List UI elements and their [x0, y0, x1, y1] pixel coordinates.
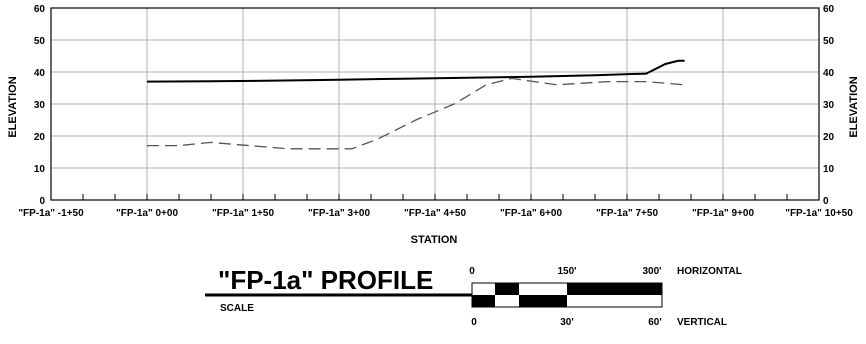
x-tick-label: "FP-1a" -1+50	[18, 208, 84, 219]
x-tick-label: "FP-1a" 3+00	[308, 208, 370, 219]
vertical-scale-mid: 30'	[560, 317, 574, 328]
title-block: "FP-1a" PROFILE SCALE 0 150' 300' HORIZO…	[205, 265, 742, 328]
x-tick-label: "FP-1a" 9+00	[692, 208, 754, 219]
y-tick-label-right: 0	[823, 196, 829, 207]
grid-layer	[50, 7, 820, 201]
y-tick-label-right: 20	[823, 132, 835, 143]
x-tick-label: "FP-1a" 4+50	[404, 208, 466, 219]
labels-layer: "FP-1a" -1+50 "FP-1a" 0+00 "FP-1a" 1+50 "FP…	[18, 4, 853, 219]
profile-title: "FP-1a" PROFILE	[218, 265, 433, 295]
series-layer	[146, 59, 685, 150]
y-tick-label-left: 20	[34, 132, 46, 143]
scale-bar	[471, 282, 663, 308]
y-tick-label-right: 60	[823, 4, 835, 15]
x-tick-label: "FP-1a" 6+00	[500, 208, 562, 219]
scale-bar-bottom-seg-1	[472, 295, 495, 307]
scale-bar-bottom-seg-2	[519, 295, 567, 307]
horizontal-scale-start: 0	[469, 266, 475, 277]
horizontal-scale-end: 300'	[642, 266, 661, 277]
y-tick-label-left: 40	[34, 68, 46, 79]
y-tick-label-right: 40	[823, 68, 835, 79]
y-tick-label-left: 60	[34, 4, 46, 15]
axes-layer	[50, 7, 820, 201]
horizontal-scale-mid: 150'	[557, 266, 576, 277]
vertical-scale-end: 60'	[648, 317, 662, 328]
plot-frame	[50, 7, 820, 201]
profile-line-dashed	[147, 77, 685, 150]
scale-label: SCALE	[220, 303, 254, 314]
scale-bar-top-seg-1	[495, 283, 519, 295]
x-tick-label: "FP-1a" 1+50	[212, 208, 274, 219]
profile-line-solid	[146, 59, 685, 83]
scale-bar-top-seg-2	[567, 283, 662, 295]
horizontal-scale-label: HORIZONTAL	[677, 266, 742, 277]
vertical-scale-start: 0	[471, 317, 477, 328]
vertical-scale-label: VERTICAL	[677, 317, 727, 328]
y-tick-label-right: 50	[823, 36, 835, 47]
y-tick-label-right: 30	[823, 100, 835, 111]
y-tick-label-left: 50	[34, 36, 46, 47]
y-tick-label-left: 0	[39, 196, 45, 207]
x-axis-title: STATION	[411, 234, 458, 246]
y-axis-title-left: ELEVATION	[7, 76, 19, 137]
y-tick-label-left: 10	[34, 164, 46, 175]
x-tick-label: "FP-1a" 0+00	[116, 208, 178, 219]
y-axis-title-right: ELEVATION	[848, 76, 860, 137]
x-tick-label: "FP-1a" 7+50	[596, 208, 658, 219]
y-tick-label-left: 30	[34, 100, 46, 111]
y-tick-label-right: 10	[823, 164, 835, 175]
x-tick-label: "FP-1a" 10+50	[785, 208, 853, 219]
